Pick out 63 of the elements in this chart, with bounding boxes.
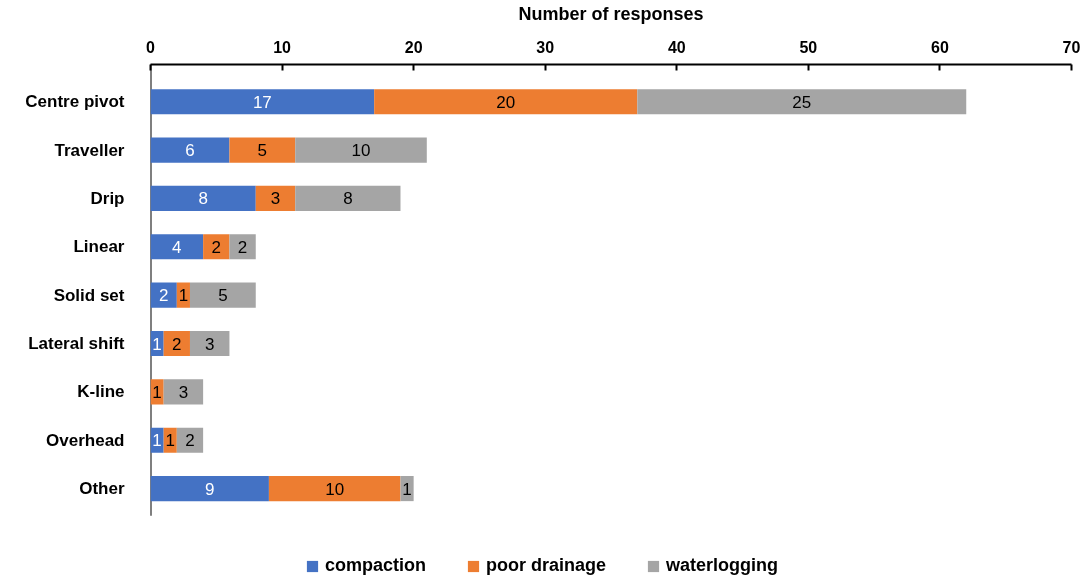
y-tick-label: Linear <box>73 237 125 257</box>
bar <box>295 137 427 163</box>
data-label: 6 <box>185 141 195 161</box>
x-tick-label: 40 <box>667 38 686 56</box>
bar <box>295 185 401 212</box>
y-tick-label: Traveller <box>54 140 125 160</box>
bar <box>150 234 204 260</box>
bar <box>374 89 638 115</box>
data-label: 10 <box>351 141 371 161</box>
data-label: 2 <box>172 334 182 354</box>
bar <box>150 185 256 212</box>
bar <box>229 234 256 260</box>
x-tick-label: 30 <box>536 38 555 56</box>
data-label: 20 <box>496 92 516 112</box>
x-axis-title: Number of responses <box>518 3 704 24</box>
data-label: 1 <box>402 479 412 499</box>
x-tick-label: 60 <box>931 38 949 56</box>
y-tick-label: Solid set <box>53 285 125 305</box>
data-label: 2 <box>185 431 195 451</box>
data-label: 17 <box>252 92 272 112</box>
y-tick-label: Drip <box>90 188 125 208</box>
x-tick-label: 50 <box>799 38 818 56</box>
data-label: 3 <box>204 334 215 354</box>
data-label: 10 <box>325 479 345 499</box>
data-label: 2 <box>158 286 169 306</box>
bar <box>229 137 296 163</box>
legend-label: poor drainage <box>486 555 607 576</box>
bar <box>255 185 296 212</box>
data-label: 8 <box>343 189 353 209</box>
x-tick-label: 0 <box>146 38 156 56</box>
y-tick-label: Lateral shift <box>28 334 125 353</box>
data-label: 5 <box>257 141 268 161</box>
data-label: 1 <box>152 334 162 354</box>
bar <box>268 475 401 502</box>
bar <box>189 330 230 357</box>
bar <box>163 379 204 405</box>
y-tick-label: Other <box>79 479 125 499</box>
y-tick-label: K-line <box>77 382 125 402</box>
data-label: 5 <box>218 286 228 306</box>
data-label: 9 <box>204 479 215 499</box>
data-label: 8 <box>198 189 208 209</box>
data-label: 3 <box>178 382 189 402</box>
bar <box>150 475 269 502</box>
y-tick-label: Overhead <box>46 430 125 450</box>
data-label: 3 <box>270 189 281 209</box>
bar <box>189 282 256 308</box>
data-label: 2 <box>211 237 222 257</box>
data-label: 1 <box>152 382 162 402</box>
bar <box>150 89 375 115</box>
legend-label: compaction <box>325 555 427 576</box>
data-label: 1 <box>152 431 162 451</box>
x-tick-label: 20 <box>404 38 423 56</box>
x-tick-label: 10 <box>273 38 292 56</box>
x-tick-label: 70 <box>1062 38 1081 56</box>
data-label: 4 <box>172 237 182 257</box>
bar <box>637 89 967 115</box>
data-label: 1 <box>165 431 175 451</box>
data-label: 2 <box>237 237 248 257</box>
y-tick-label: Centre pivot <box>25 92 125 112</box>
data-label: 1 <box>178 286 189 306</box>
legend-label: waterlogging <box>666 555 779 576</box>
data-label: 25 <box>792 92 812 112</box>
bar <box>150 137 230 163</box>
